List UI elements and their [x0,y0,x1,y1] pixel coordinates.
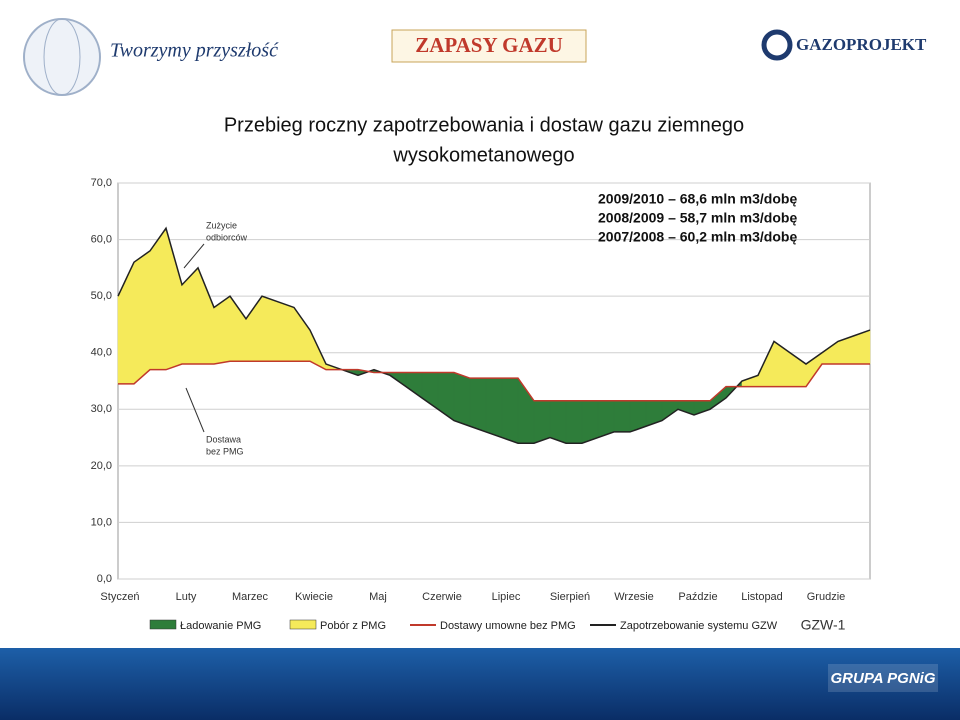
x-tick-label: Luty [176,591,197,603]
injection-area [581,400,599,444]
x-tick-label: Styczeń [100,591,139,603]
injection-area [533,400,551,444]
tagline: Tworzymy przyszłość [110,40,279,62]
annotation: 2007/2008 – 60,2 mln m3/dobę [598,229,797,245]
callout-arrow [183,243,205,269]
y-tick-label: 30,0 [91,403,112,415]
injection-area [565,400,583,444]
x-tick-label: Paździe [678,591,717,603]
chart-subtitle: wysokometanowego [392,144,574,166]
x-tick-label: Sierpień [550,591,590,603]
x-tick-label: Czerwie [422,591,462,603]
x-tick-label: Lipiec [492,591,521,603]
injection-area [469,377,487,433]
slide-title: ZAPASY GAZU [415,33,563,57]
annotation: 2008/2009 – 58,7 mln m3/dobę [598,210,797,226]
y-tick-label: 0,0 [97,573,112,585]
callout: Dostawa [206,434,241,444]
withdrawal-area [277,301,295,362]
injection-area [453,372,471,427]
x-tick-label: Maj [369,591,387,603]
x-tick-label: Kwiecie [295,591,333,603]
chart-title: Przebieg roczny zapotrzebowania i dostaw… [224,114,744,136]
x-tick-label: Marzec [232,591,269,603]
x-tick-label: Wrzesie [614,591,654,603]
legend-label: Zapotrzebowanie systemu GZW [620,620,778,632]
footer-box [828,664,938,692]
y-tick-label: 40,0 [91,347,112,359]
legend-swatch [149,619,177,630]
chart-code: GZW-1 [801,617,846,633]
injection-area [501,377,519,444]
globe-logo [23,18,101,96]
y-tick-label: 20,0 [91,460,112,472]
footer-band [0,648,960,720]
callout: odbiorców [206,232,248,242]
annotation: 2009/2010 – 68,6 mln m3/dobę [598,191,797,207]
legend-label: Ładowanie PMG [180,620,261,632]
y-tick-label: 70,0 [91,177,112,189]
footer-logo: GRUPA PGNiG [830,670,935,687]
delivery-line [118,360,870,402]
injection-area [613,400,631,433]
callout-arrow [185,387,205,433]
callout: Zużycie [206,220,237,230]
globe-line [43,18,81,96]
legend-swatch [289,619,317,630]
x-tick-label: Listopad [741,591,783,603]
legend-label: Dostawy umowne bez PMG [440,620,576,632]
company-icon [761,29,793,61]
injection-area [549,400,567,444]
withdrawal-area [149,227,167,370]
withdrawal-area [261,295,279,362]
legend-label: Pobór z PMG [320,620,386,632]
demand-line [117,226,871,444]
y-tick-label: 60,0 [91,233,112,245]
title-box [391,29,587,63]
y-tick-label: 50,0 [91,290,112,302]
y-tick-label: 10,0 [91,516,112,528]
withdrawal-area [133,250,151,385]
injection-area [485,377,503,438]
company-logo: GAZOPROJEKT [796,35,927,54]
callout: bez PMG [206,446,244,456]
x-tick-label: Grudzie [807,591,846,603]
